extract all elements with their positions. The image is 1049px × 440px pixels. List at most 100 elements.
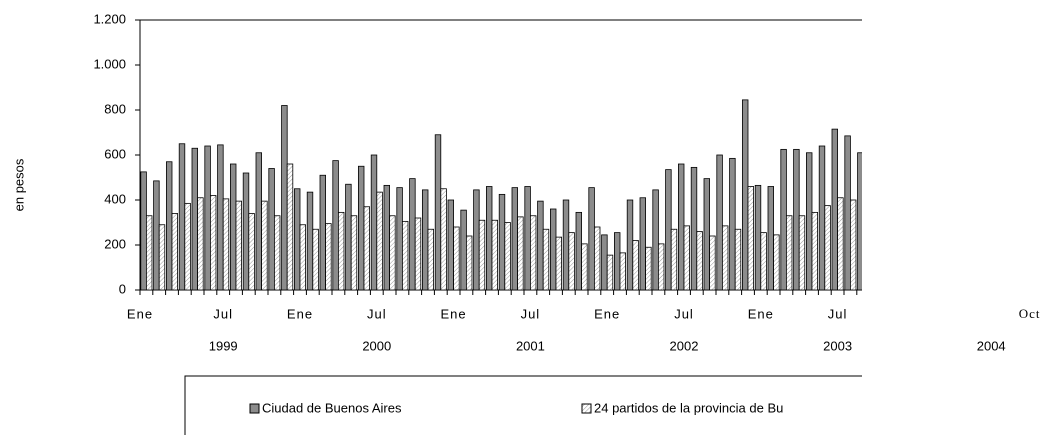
year-label: 2002 xyxy=(670,338,699,353)
y-tick-label: 200 xyxy=(104,236,126,251)
bar xyxy=(158,224,166,291)
legend-label: Ciudad de Buenos Aires xyxy=(262,400,402,415)
bar xyxy=(760,232,767,291)
bar xyxy=(153,180,160,291)
bar xyxy=(562,199,570,291)
bar xyxy=(473,189,480,291)
bar xyxy=(273,215,281,291)
year-label: 2001 xyxy=(516,338,545,353)
bar xyxy=(863,218,869,290)
bar xyxy=(786,215,793,291)
bar xyxy=(427,228,434,291)
bar xyxy=(401,220,409,291)
bar xyxy=(524,186,531,291)
bar xyxy=(370,154,378,291)
bar xyxy=(414,217,422,291)
bar xyxy=(734,228,742,291)
y-tick-label: 0 xyxy=(119,281,126,296)
bar xyxy=(235,200,242,291)
bar xyxy=(683,225,690,291)
bar xyxy=(178,143,186,291)
bar xyxy=(606,254,614,291)
bar xyxy=(652,189,659,291)
year-label: 1999 xyxy=(209,338,238,353)
bar xyxy=(337,211,345,291)
bar xyxy=(261,200,268,291)
bar xyxy=(350,215,358,291)
bar xyxy=(793,148,800,291)
bar xyxy=(537,200,544,291)
bar xyxy=(678,163,685,291)
x-tick-label: Ene xyxy=(594,306,620,321)
bar xyxy=(383,184,390,291)
bar xyxy=(575,211,582,291)
bar xyxy=(460,209,467,291)
bar xyxy=(690,166,698,291)
y-tick-label: 600 xyxy=(104,146,126,161)
bar xyxy=(511,187,518,291)
bar xyxy=(742,99,749,291)
bar xyxy=(306,191,314,291)
bar xyxy=(357,165,365,291)
y-tick-label: 1.000 xyxy=(93,56,126,71)
bar xyxy=(806,152,813,291)
bar xyxy=(332,160,339,291)
bar xyxy=(409,178,416,291)
legend-box xyxy=(184,375,862,435)
bar xyxy=(363,206,370,291)
bar xyxy=(857,152,862,291)
bar xyxy=(299,224,306,291)
bar xyxy=(434,134,442,291)
bar xyxy=(626,199,634,291)
bar xyxy=(396,187,403,291)
plot: Ciudad de Buenos Aires 24 partidos de la… xyxy=(139,19,869,435)
bar xyxy=(197,197,204,291)
bar xyxy=(555,236,562,291)
bar xyxy=(204,145,211,291)
bar xyxy=(421,189,429,291)
bar xyxy=(453,226,460,291)
bar xyxy=(517,216,524,291)
year-label: 2004 xyxy=(977,338,1006,353)
bar xyxy=(614,232,621,291)
bar xyxy=(248,213,255,291)
bar xyxy=(767,186,774,291)
bar xyxy=(184,202,191,291)
legend-swatch xyxy=(581,403,592,414)
bar xyxy=(798,215,806,291)
x-tick-label: Jul xyxy=(367,306,387,321)
y-tick-label: 400 xyxy=(104,191,126,206)
bar xyxy=(754,184,762,291)
bar xyxy=(530,215,537,291)
bar xyxy=(818,145,826,291)
bar xyxy=(709,235,716,291)
bar xyxy=(491,219,498,291)
x-tick-label: Ene xyxy=(748,306,774,321)
bar xyxy=(209,195,217,291)
year-label: 2000 xyxy=(362,338,391,353)
y-tick-label: 1.200 xyxy=(93,11,126,26)
bar xyxy=(729,157,736,291)
bar xyxy=(504,222,511,291)
bar xyxy=(581,243,588,291)
bar xyxy=(601,234,608,291)
bar xyxy=(217,144,224,291)
bar xyxy=(165,161,173,291)
x-tick-label: Ene xyxy=(441,306,467,321)
x-tick-label: Jul xyxy=(674,306,694,321)
x-tick-label: Oct xyxy=(1019,306,1041,321)
bar xyxy=(268,168,275,291)
x-tick-label: Ene xyxy=(287,306,313,321)
bar xyxy=(722,225,729,291)
bar xyxy=(376,191,383,291)
bar xyxy=(319,174,326,291)
bar xyxy=(670,228,678,291)
bar xyxy=(568,232,575,291)
year-label: 2003 xyxy=(823,338,852,353)
bar xyxy=(594,226,601,291)
bar xyxy=(171,213,178,291)
bar xyxy=(696,231,703,291)
bars xyxy=(140,99,869,291)
bar xyxy=(498,193,506,291)
bar xyxy=(703,178,710,291)
